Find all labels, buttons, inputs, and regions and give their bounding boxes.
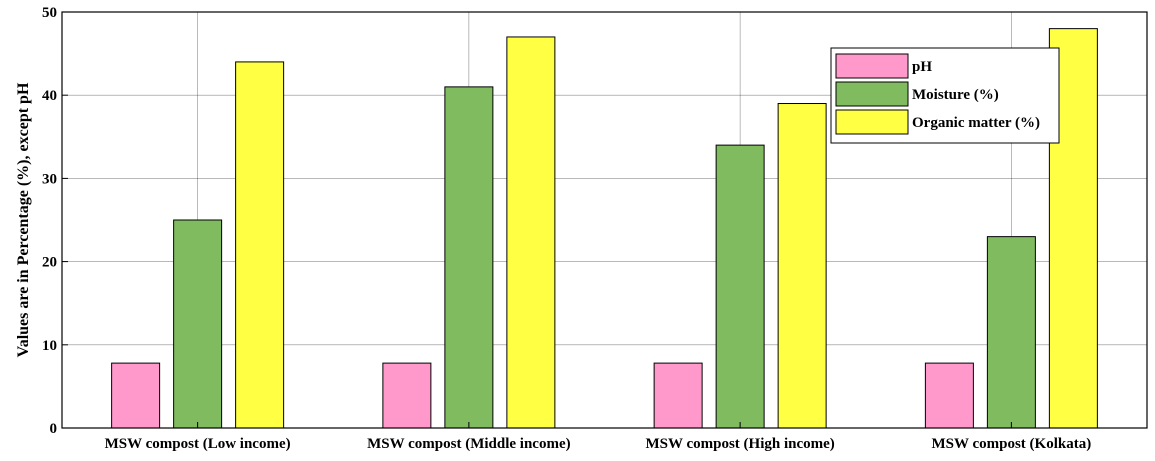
plot-area-frame — [61, 11, 1148, 429]
legend-label: pH — [912, 59, 932, 75]
bar-0-1 — [382, 362, 432, 429]
legend-swatch — [835, 109, 909, 135]
bar-1-2 — [715, 144, 765, 429]
y-axis-label: Values are in Percentage (%), except pH — [15, 82, 32, 357]
bar-2-0 — [235, 61, 285, 429]
x-category-label: MSW compost (High income) — [645, 436, 834, 452]
bar-0-0 — [111, 362, 161, 429]
bars — [111, 28, 1098, 429]
bar-0-2 — [653, 362, 703, 429]
bar-0-3 — [924, 362, 974, 429]
bar-2-1 — [506, 36, 556, 429]
bar-2-2 — [777, 103, 827, 429]
y-tick-label: 40 — [42, 88, 57, 104]
legend: pH Moisture (%) Organic matter (%) — [830, 47, 1060, 144]
x-category-label: MSW compost (Low income) — [105, 436, 291, 452]
bar-1-3 — [986, 236, 1036, 429]
legend-label: Organic matter (%) — [912, 115, 1040, 131]
x-axis-categories: MSW compost (Low income) MSW compost (Mid… — [105, 422, 1092, 452]
y-tick-label: 50 — [42, 5, 57, 21]
bar-1-1 — [444, 86, 494, 429]
legend-swatch — [835, 53, 909, 79]
x-category-label: MSW compost (Kolkata) — [932, 436, 1092, 452]
x-category-label: MSW compost (Middle income) — [367, 436, 570, 452]
y-tick-label: 30 — [42, 171, 57, 187]
bar-1-0 — [173, 219, 223, 429]
y-tick-label: 0 — [50, 421, 58, 437]
y-tick-label: 20 — [42, 255, 57, 271]
y-axis-ticks: 0 10 20 30 40 50 — [42, 5, 68, 437]
legend-swatch — [835, 81, 909, 107]
y-tick-label: 10 — [42, 338, 57, 354]
legend-label: Moisture (%) — [912, 87, 999, 103]
